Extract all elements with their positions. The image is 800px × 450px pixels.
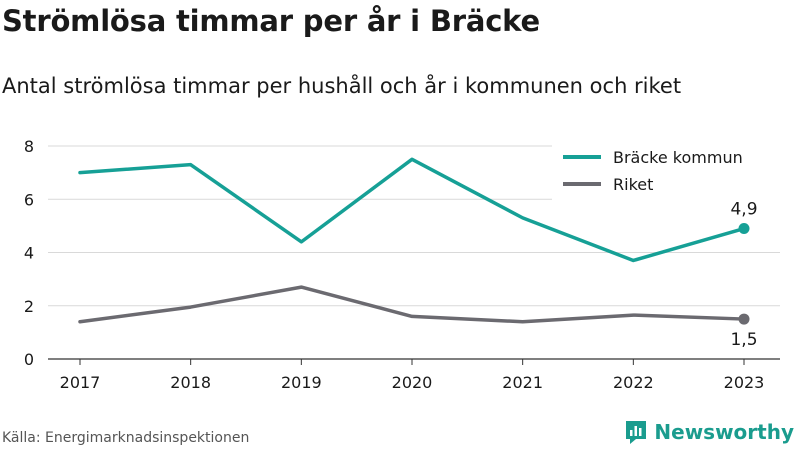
legend-label-riket: Riket — [613, 175, 653, 194]
x-tick-label: 2018 — [170, 373, 211, 392]
y-tick-label: 0 — [24, 350, 34, 369]
series-line-bracke — [78, 157, 746, 263]
series-end-points — [738, 223, 750, 325]
end-label-bracke: 4,9 — [730, 200, 757, 220]
line-chart: 0 2 4 6 8 2017 2018 2019 2020 2021 2022 2023 Bräck… — [24, 134, 780, 392]
x-tick-label: 2023 — [724, 373, 765, 392]
y-axis-ticks: 0 2 4 6 8 — [24, 137, 34, 369]
y-tick-label: 6 — [24, 190, 34, 209]
newsworthy-logo-icon — [626, 421, 647, 444]
end-point-riket — [738, 313, 750, 325]
brand-name: Newsworthy — [654, 420, 794, 444]
y-tick-label: 4 — [24, 244, 34, 263]
source-note: Källa: Energimarknadsinspektionen — [2, 430, 250, 446]
x-tick-label: 2020 — [392, 373, 433, 392]
series-lines — [78, 157, 746, 324]
brand-logo: Newsworthy — [624, 419, 794, 445]
chart-title: Strömlösa timmar per år i Bräcke — [2, 4, 540, 38]
x-axis-ticks: 2017 2018 2019 2020 2021 2022 2023 — [60, 359, 765, 392]
x-tick-label: 2017 — [60, 373, 101, 392]
end-label-riket: 1,5 — [730, 330, 757, 350]
chart-subtitle: Antal strömlösa timmar per hushåll och å… — [2, 74, 682, 98]
x-tick-label: 2019 — [281, 373, 322, 392]
legend: Bräcke kommun Riket — [552, 134, 780, 200]
series-line-riket — [78, 285, 746, 324]
end-point-bracke — [738, 223, 750, 235]
x-tick-label: 2022 — [613, 373, 654, 392]
legend-background — [552, 134, 780, 200]
y-tick-label: 2 — [24, 297, 34, 316]
legend-label-bracke: Bräcke kommun — [613, 148, 743, 167]
y-tick-label: 8 — [24, 137, 34, 156]
x-tick-label: 2021 — [502, 373, 543, 392]
